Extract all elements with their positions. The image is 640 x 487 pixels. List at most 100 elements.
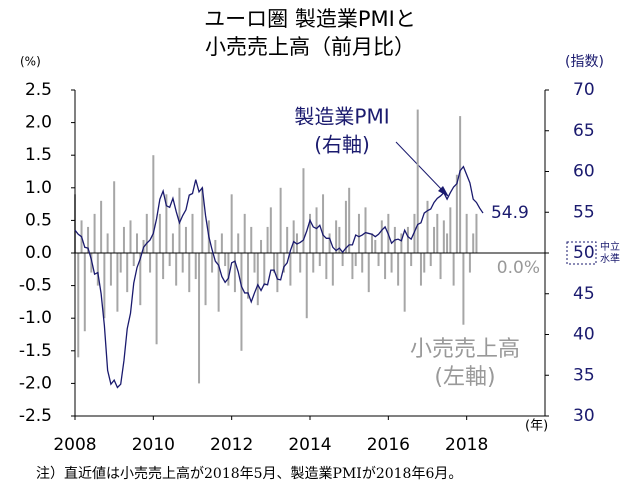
bar [367,253,370,293]
bar [136,233,139,253]
bar [201,187,204,253]
bar [109,253,112,286]
series-label: (右軸) [314,133,370,157]
bar [276,253,279,293]
bar [475,213,478,253]
bar [87,226,90,253]
data-label: 0.0% [497,258,540,278]
bar [168,253,171,267]
bar [390,253,393,273]
bar [335,220,338,253]
y-tick-label: -1.5 [19,341,52,361]
bar [361,253,364,273]
bar [165,194,168,253]
bar [198,253,201,384]
series-label: 製造業PMI [294,105,389,129]
bar [266,226,269,253]
bar [338,226,341,253]
y2-tick-label: 50 [573,243,595,263]
bar [227,253,230,286]
chart-title: 小売売上高（前月比） [205,35,415,59]
bar [315,207,318,253]
bar [237,233,240,253]
bar [351,253,354,280]
bar [184,226,187,253]
x-tick-label: 2008 [53,435,96,455]
bar [459,116,462,253]
bar [439,253,442,280]
bar [204,253,207,306]
bar [436,213,439,253]
bar [191,213,194,253]
bar [246,253,249,299]
bar [380,220,383,253]
bar [96,253,99,286]
bar [397,253,400,286]
y2-tick-label: 65 [573,121,595,141]
bar [129,220,132,253]
x-tick-label: 2014 [288,435,331,455]
arrow [395,141,445,193]
bar [250,226,253,253]
bar [273,253,276,273]
bar [429,253,432,267]
bar [423,253,426,273]
bar [452,253,455,286]
bar [188,253,191,293]
bar [126,253,129,293]
x-tick-label: 2016 [367,435,410,455]
bar [178,187,181,253]
bar [103,253,106,319]
bar [260,239,263,253]
bar [328,233,331,253]
bar [292,220,295,253]
bar [155,253,158,345]
bar [364,207,367,253]
bar [175,253,178,286]
bar [83,253,86,332]
bar [243,213,246,253]
bar [162,253,165,280]
y-tick-label: 2.0 [25,113,52,133]
bar [289,253,292,286]
bar [419,253,422,286]
bar [465,213,468,253]
bar [122,226,125,253]
bar [357,213,360,253]
neutral-label: 水準 [600,252,620,265]
arrowhead [438,186,449,197]
bar [256,253,259,306]
bar [374,239,377,253]
bar [331,253,334,286]
bar [181,253,184,273]
bar [253,253,256,273]
bar [282,253,285,273]
data-label: 54.9 [491,203,529,223]
y2-tick-label: 40 [573,325,595,345]
bar [400,233,403,253]
bar [113,181,116,253]
bar [318,253,321,267]
bar [279,187,282,253]
bar [462,253,465,325]
bar [149,253,152,273]
bar [312,253,315,273]
bar [211,253,214,273]
bar [455,174,458,253]
y-tick-label: 0.5 [25,210,52,230]
neutral-box [566,241,597,265]
bar [77,253,80,358]
bar [344,200,347,253]
bar [240,253,243,351]
pmi-line [74,165,484,389]
bar [305,253,308,319]
bar [139,253,142,306]
y-tick-label: 0.0 [25,243,52,263]
y-tick-label: -1.0 [19,308,52,328]
bar [217,253,220,312]
series-label: (左軸) [434,365,495,390]
bar [106,233,109,253]
bar [442,220,445,253]
bar [468,253,471,273]
bar [354,253,357,267]
